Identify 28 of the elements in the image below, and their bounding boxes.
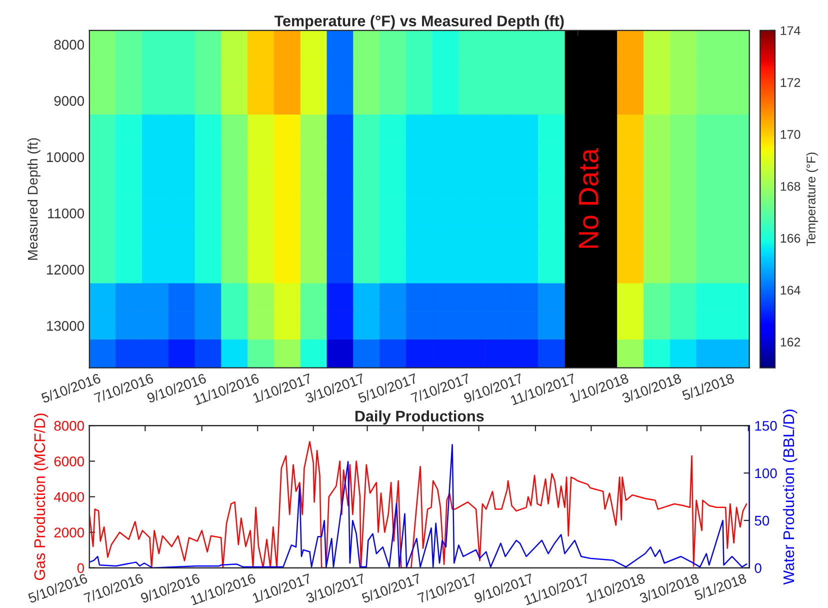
- y2-tick-label: 150: [755, 420, 777, 431]
- y-tick-label: 8000: [54, 40, 84, 50]
- chart-title: Temperature (°F) vs Measured Depth (ft): [274, 15, 564, 30]
- color-bar-label: 170: [780, 130, 800, 139]
- y2-axis-title: Water Production (BBL/D): [782, 410, 798, 585]
- y-tick-label: 4000: [54, 492, 84, 502]
- y-tick-label: 0: [77, 563, 84, 574]
- y-axis-title: Measured Depth (ft): [27, 138, 40, 260]
- color-bar-label: 164: [780, 286, 800, 295]
- y2-tick-label: 100: [755, 468, 777, 478]
- y2-tick-label: 0: [754, 563, 762, 574]
- color-bar-label: 174: [780, 26, 800, 35]
- color-bar-label: 162: [780, 338, 800, 347]
- chart-title: Daily Productions: [355, 410, 484, 425]
- y2-tick-label: 50: [754, 516, 770, 526]
- color-bar-label: 166: [780, 234, 800, 243]
- y-tick-label: 6000: [54, 456, 84, 466]
- y-tick-label: 2000: [54, 528, 84, 538]
- color-bar-title: Temperature (°F): [806, 152, 818, 246]
- annotation: No Data: [579, 148, 598, 248]
- y-tick-label: 10000: [47, 152, 84, 162]
- color-bar-label: 168: [780, 182, 800, 191]
- y-tick-label: 8000: [54, 420, 84, 431]
- y-tick-label: 9000: [54, 96, 84, 106]
- y-tick-label: 13000: [47, 320, 84, 331]
- color-bar-label: 172: [780, 78, 800, 87]
- y-tick-label: 11000: [48, 208, 84, 218]
- y-tick-label: 12000: [47, 264, 84, 275]
